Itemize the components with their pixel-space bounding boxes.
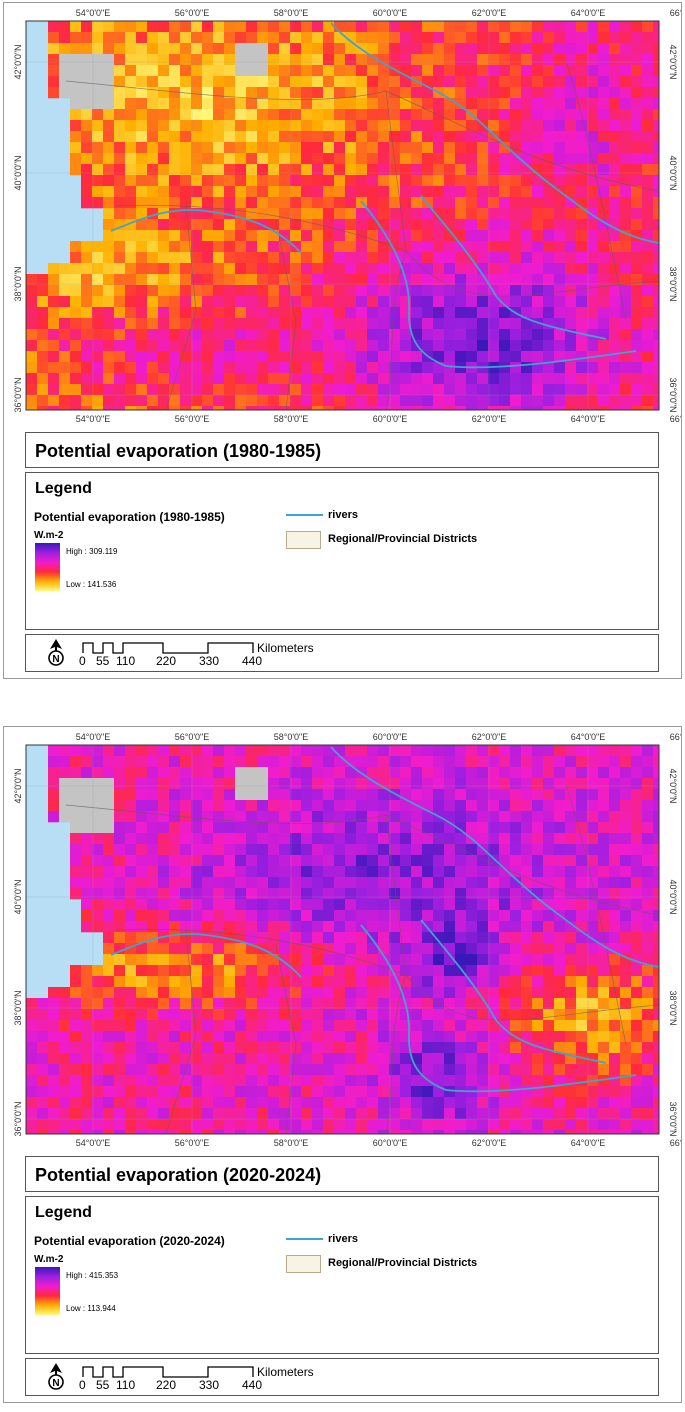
longitude-tick-top: 64°0'0"E [571,8,606,18]
scale-tick: 440 [242,654,263,668]
longitude-tick-top: 56°0'0"E [175,8,210,18]
scale-tick: 0 [79,654,86,668]
svg-text:N: N [52,1378,59,1389]
longitude-tick-bottom: 60°0'0"E [373,414,408,424]
scale-tick: 440 [242,1378,263,1392]
north-arrow-icon: N [48,1363,64,1390]
scale-unit: Kilometers [257,641,314,655]
legend-box: Legend Potential evaporation (2020-2024)… [25,1196,659,1354]
color-ramp [35,543,60,591]
longitude-tick-top: 54°0'0"E [76,732,111,742]
legend-box: Legend Potential evaporation (1980-1985)… [25,472,659,630]
scale-unit: Kilometers [257,1365,314,1379]
legend-units: W.m-2 [34,530,64,541]
longitude-tick-top: 66°0'0"E [670,732,681,742]
longitude-tick-top: 60°0'0"E [373,8,408,18]
longitude-tick-bottom: 66°0'0"E [670,414,681,424]
latitude-tick-right: 42°0'0"N [668,768,678,803]
longitude-tick-top: 58°0'0"E [274,732,309,742]
scale-bar [82,1366,254,1378]
svg-text:N: N [52,654,59,665]
legend-heading: Legend [35,1204,92,1221]
latitude-tick-left: 42°0'0"N [13,768,23,803]
legend-districts-label: Regional/Provincial Districts [328,533,478,545]
river-symbol [286,514,323,516]
map-title-box: Potential evaporation (2020-2024) [25,1156,659,1192]
longitude-tick-top: 62°0'0"E [472,8,507,18]
scale-tick: 220 [156,654,177,668]
latitude-tick-left: 36°0'0"N [13,377,23,412]
latitude-tick-left: 38°0'0"N [13,266,23,301]
scale-tick: 110 [116,654,136,668]
longitude-tick-bottom: 64°0'0"E [571,1138,606,1148]
longitude-tick-top: 56°0'0"E [175,732,210,742]
latitude-tick-left: 38°0'0"N [13,990,23,1025]
latitude-tick-right: 40°0'0"N [668,879,678,914]
map-title: Potential evaporation (2020-2024) [35,1165,322,1185]
longitude-tick-bottom: 62°0'0"E [472,414,507,424]
longitude-tick-top: 54°0'0"E [76,8,111,18]
scale-tick: 55 [96,1378,110,1392]
evaporation-map-1980-1985: 54°0'0"E 54°0'0"E 56°0'0"E 56°0'0"E 58°0'0"E… [13,8,681,424]
legend-low-value: Low : 113.944 [66,1304,116,1313]
longitude-tick-bottom: 58°0'0"E [274,1138,309,1148]
longitude-tick-bottom: 58°0'0"E [274,414,309,424]
legend-high-value: High : 309.119 [66,547,118,556]
latitude-tick-right: 38°0'0"N [668,266,678,301]
legend-layer-name: Potential evaporation (2020-2024) [34,1234,225,1248]
scale-box: N 0 55 110 220 330 440 Kilometers [25,1358,659,1396]
longitude-tick-bottom: 56°0'0"E [175,414,210,424]
map-title: Potential evaporation (1980-1985) [35,441,322,461]
latitude-tick-right: 40°0'0"N [668,155,678,190]
longitude-tick-top: 60°0'0"E [373,732,408,742]
latitude-tick-left: 40°0'0"N [13,155,23,190]
longitude-tick-top: 66°0'0"E [670,8,681,18]
longitude-tick-top: 62°0'0"E [472,732,507,742]
latitude-tick-left: 40°0'0"N [13,879,23,914]
longitude-tick-bottom: 54°0'0"E [76,414,111,424]
longitude-tick-bottom: 56°0'0"E [175,1138,210,1148]
latitude-tick-left: 42°0'0"N [13,44,23,79]
legend-high-value: High : 415.353 [66,1271,119,1280]
scale-bar [82,642,254,654]
longitude-tick-bottom: 66°0'0"E [670,1138,681,1148]
latitude-tick-right: 36°0'0"N [668,377,678,412]
legend-districts-label: Regional/Provincial Districts [328,1257,478,1269]
color-ramp [35,1267,60,1315]
map-panel-1980-1985: 54°0'0"E 54°0'0"E 56°0'0"E 56°0'0"E 58°0'0"E… [3,2,682,679]
scale-tick: 0 [79,1378,86,1392]
scale-tick: 55 [96,654,110,668]
legend-layer-name: Potential evaporation (1980-1985) [34,510,225,524]
longitude-tick-top: 58°0'0"E [274,8,309,18]
scale-tick: 110 [116,1378,136,1392]
scale-tick: 330 [199,1378,220,1392]
scale-tick: 330 [199,654,220,668]
latitude-tick-right: 36°0'0"N [668,1101,678,1136]
longitude-tick-bottom: 64°0'0"E [571,414,606,424]
latitude-tick-right: 38°0'0"N [668,990,678,1025]
scale-box: N 0 55 110 220 330 440 Kilometers [25,634,659,672]
latitude-tick-left: 36°0'0"N [13,1101,23,1136]
longitude-tick-bottom: 60°0'0"E [373,1138,408,1148]
legend-rivers-label: rivers [328,509,358,521]
legend-units: W.m-2 [34,1254,64,1265]
north-arrow-icon: N [48,639,64,666]
longitude-tick-top: 64°0'0"E [571,732,606,742]
district-symbol [286,531,321,549]
river-symbol [286,1238,323,1240]
evaporation-map-2020-2024: 54°0'0"E 54°0'0"E 56°0'0"E 56°0'0"E 58°0'0"E… [13,732,681,1148]
longitude-tick-bottom: 62°0'0"E [472,1138,507,1148]
legend-low-value: Low : 141.536 [66,580,117,589]
district-symbol [286,1255,321,1273]
map-panel-2020-2024: 54°0'0"E 54°0'0"E 56°0'0"E 56°0'0"E 58°0'0"E… [3,726,682,1403]
legend-rivers-label: rivers [328,1233,358,1245]
map-title-box: Potential evaporation (1980-1985) [25,432,659,468]
scale-tick: 220 [156,1378,177,1392]
latitude-tick-right: 42°0'0"N [668,44,678,79]
longitude-tick-bottom: 54°0'0"E [76,1138,111,1148]
legend-heading: Legend [35,480,92,497]
